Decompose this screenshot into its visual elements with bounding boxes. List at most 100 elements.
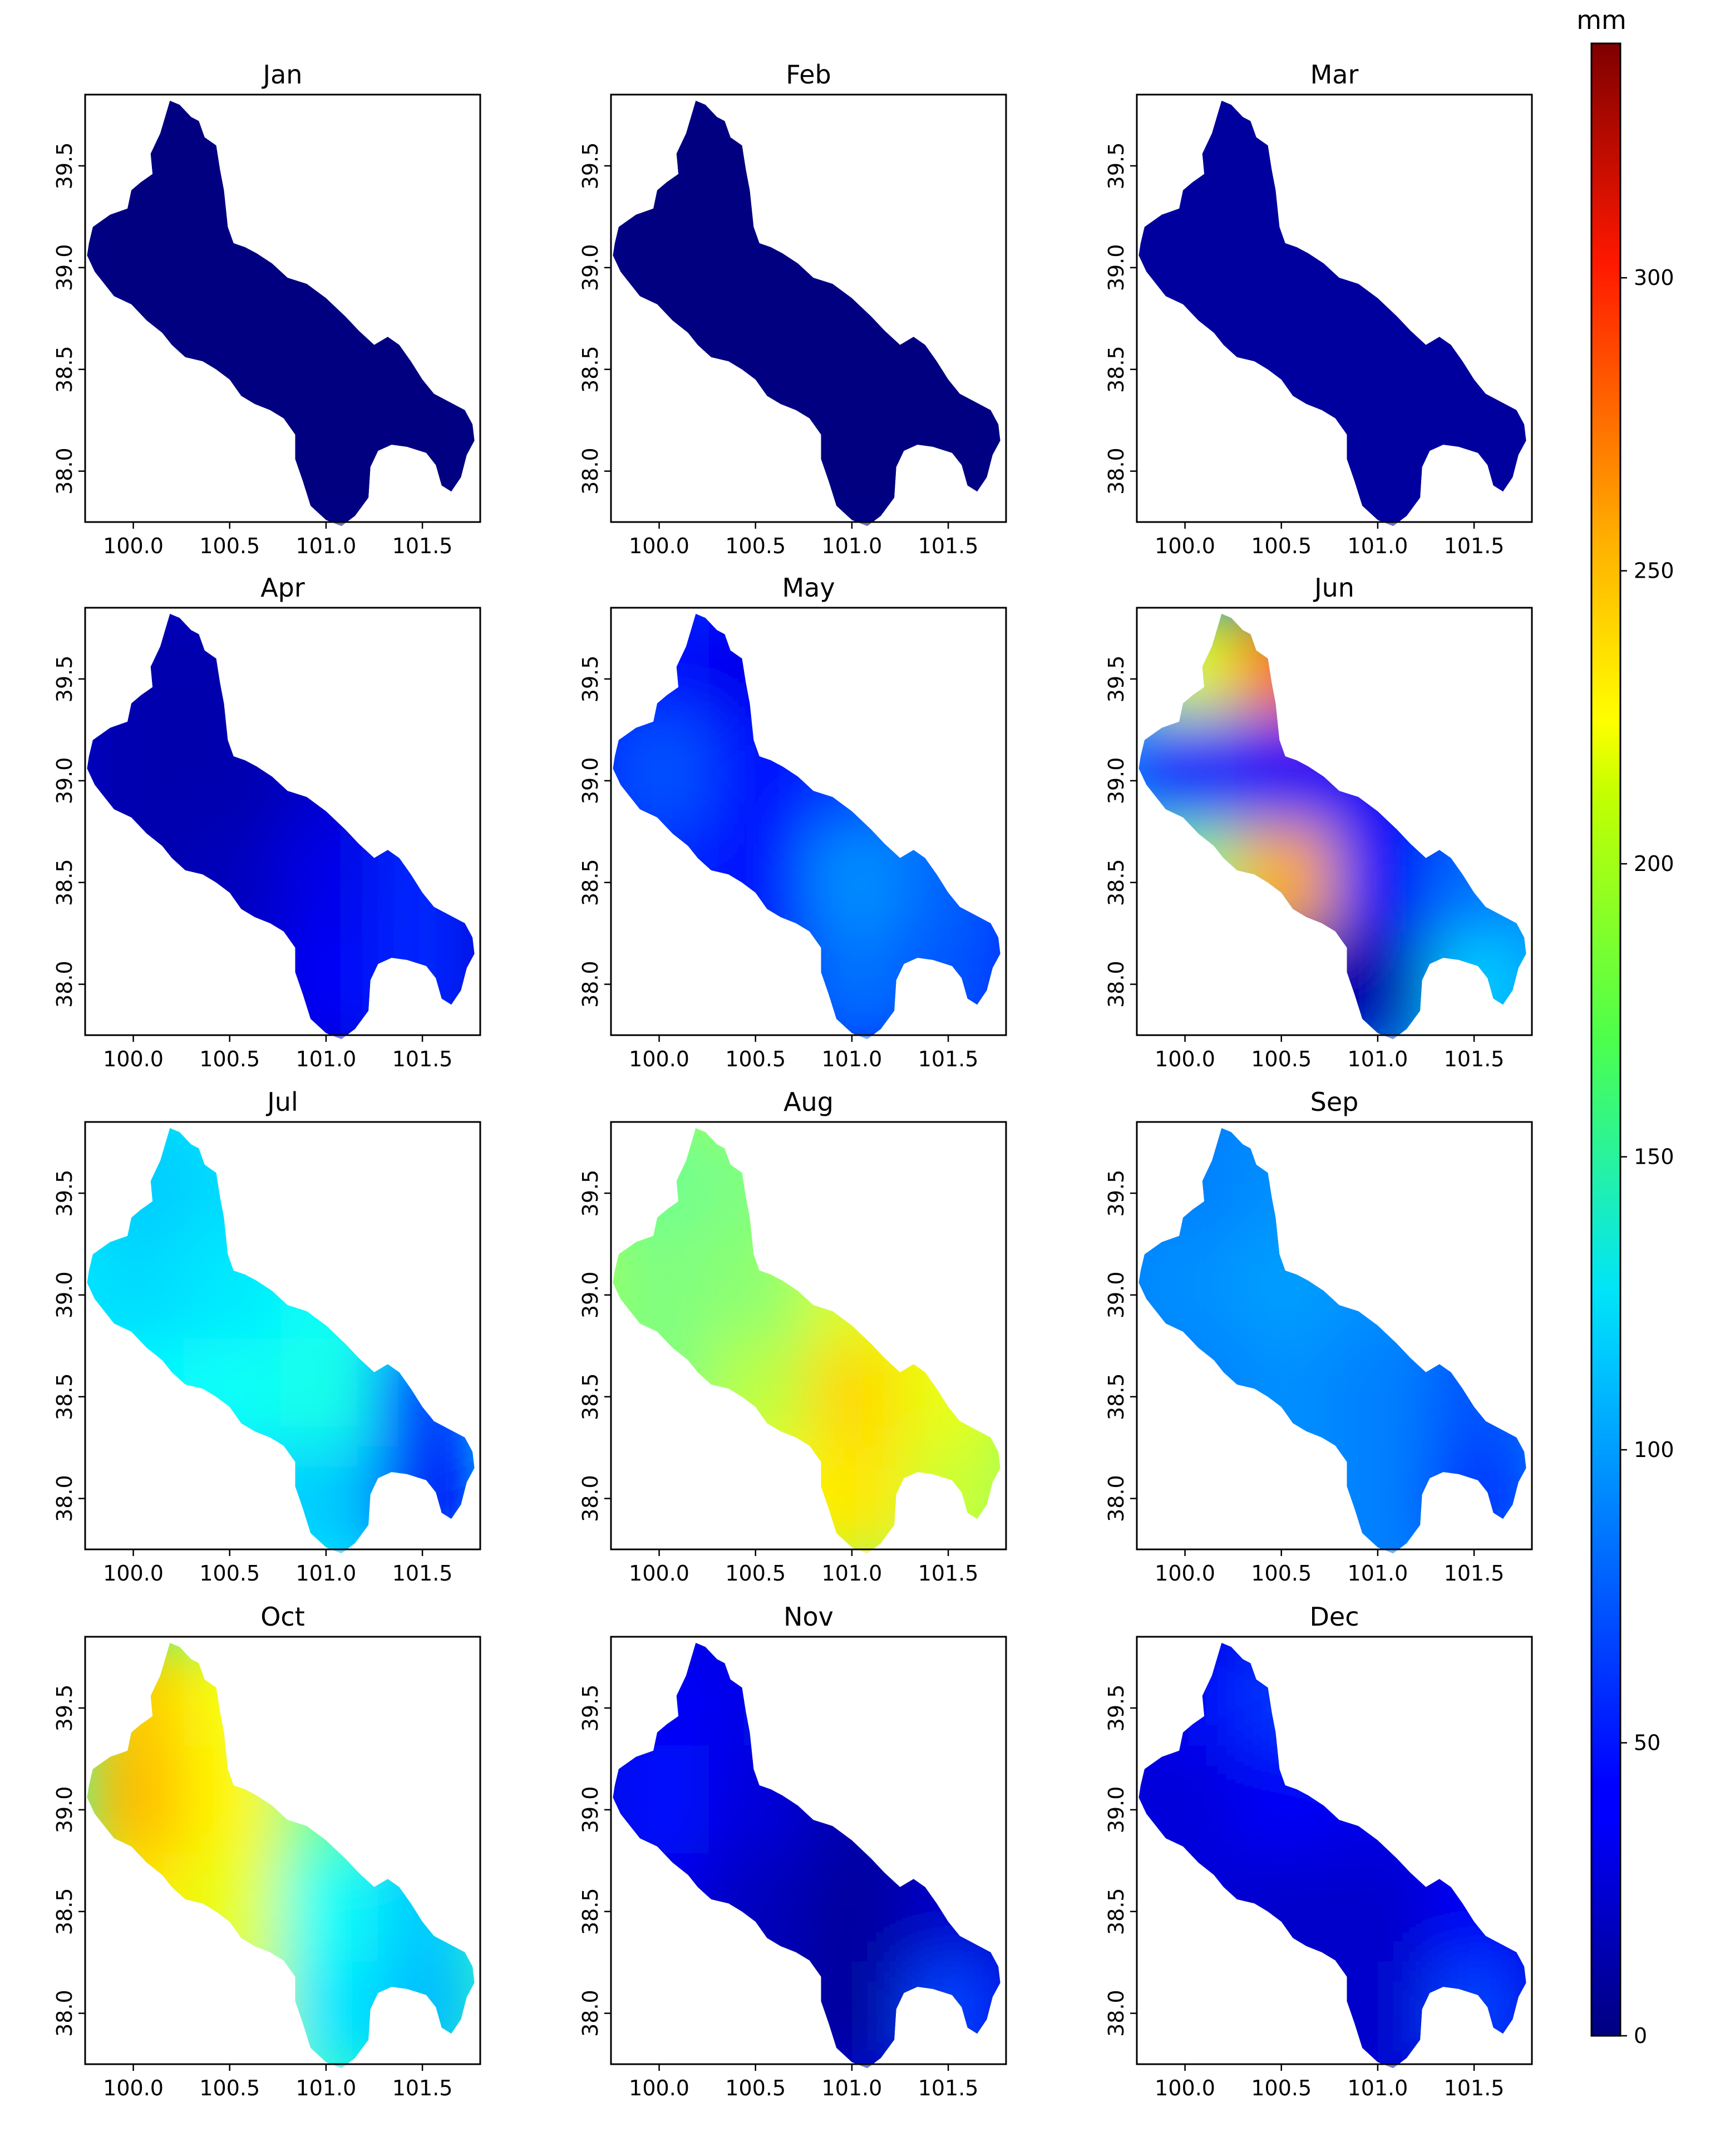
- x-tick-label: 101.0: [1348, 1047, 1408, 1071]
- x-tick-label: 100.0: [1155, 1561, 1215, 1586]
- field-cell: [1430, 101, 1526, 206]
- y-tick-label: 38.0: [578, 447, 603, 495]
- field-cell: [1332, 1961, 1432, 2069]
- x-tick-label: 100.5: [199, 1561, 260, 1586]
- x-tick-label: 100.0: [629, 1561, 689, 1586]
- field-cell: [183, 614, 283, 719]
- field-cell: [378, 716, 475, 827]
- field-cell: [709, 716, 809, 827]
- field-cell: [613, 1643, 712, 1748]
- x-tick-label: 100.5: [1251, 2076, 1312, 2100]
- field-cell: [1430, 1128, 1526, 1233]
- field-cell: [709, 1338, 809, 1449]
- field-cell: [1430, 932, 1526, 1040]
- x-tick-label: 101.0: [822, 534, 883, 558]
- field-cell: [1430, 1745, 1526, 1856]
- field-cell: [709, 932, 809, 1040]
- x-tick-label: 101.0: [1348, 1561, 1408, 1586]
- x-tick-label: 101.5: [392, 2076, 453, 2100]
- x-tick-label: 101.0: [296, 534, 357, 558]
- field-cell: [183, 824, 283, 935]
- field-cell: [613, 716, 712, 827]
- field-cell: [1430, 203, 1526, 314]
- y-tick-label: 39.0: [52, 244, 77, 292]
- field-cell: [1430, 1446, 1526, 1554]
- field-cell: [87, 614, 186, 719]
- axes-frame: [610, 93, 1007, 523]
- x-tick-label: 101.0: [822, 1047, 883, 1071]
- field-cell: [280, 716, 381, 827]
- field-cell: [1235, 1643, 1335, 1748]
- panel-apr: Apr 100.0 100.5 101.0 101.5 38.0 38.5 39.0 39.5: [52, 573, 481, 1071]
- field-cell: [1138, 1338, 1238, 1449]
- panel-title: Nov: [783, 1602, 834, 1632]
- field-cell: [1138, 1446, 1238, 1554]
- x-tick-label: 100.5: [725, 534, 786, 558]
- precip-field: [87, 101, 475, 526]
- field-cell: [87, 716, 186, 827]
- field-cell: [1138, 716, 1238, 827]
- axes-frame: [84, 607, 481, 1036]
- x-tick-label: 100.0: [103, 1047, 164, 1071]
- field-cell: [613, 1853, 712, 1964]
- field-cell: [1430, 824, 1526, 935]
- field-cell: [806, 1643, 906, 1748]
- precip-field: [613, 101, 1000, 526]
- field-cell: [280, 1446, 381, 1554]
- field-cell: [280, 932, 381, 1040]
- field-cell: [1235, 1230, 1335, 1341]
- y-tick-label: 38.0: [1104, 1475, 1128, 1522]
- panel-title: Feb: [786, 60, 831, 90]
- field-cell: [1332, 101, 1432, 206]
- y-tick-label: 38.5: [578, 1888, 603, 1935]
- field-cell: [183, 1643, 283, 1748]
- x-tick-label: 100.0: [1155, 534, 1215, 558]
- x-tick-label: 101.5: [1444, 534, 1505, 558]
- field-cell: [378, 1745, 475, 1856]
- field-cell: [1235, 311, 1335, 422]
- y-tick-label: 39.0: [52, 1786, 77, 1834]
- field-cell: [806, 311, 906, 422]
- field-cell: [904, 1338, 1000, 1449]
- field-cell: [1138, 311, 1238, 422]
- field-cell: [904, 419, 1000, 526]
- field-cell: [1235, 1446, 1335, 1554]
- field-cell: [378, 1338, 475, 1449]
- field-cell: [904, 614, 1000, 719]
- precip-field: [613, 1128, 1000, 1554]
- colorbar-tick-label: 150: [1634, 1145, 1674, 1169]
- field-cell: [613, 311, 712, 422]
- field-cell: [904, 716, 1000, 827]
- field-cell: [1332, 824, 1432, 935]
- field-cell: [183, 1961, 283, 2069]
- field-cell: [904, 203, 1000, 314]
- field-cell: [1332, 716, 1432, 827]
- field-cell: [87, 1128, 186, 1233]
- field-cell: [806, 1128, 906, 1233]
- field-cell: [806, 1853, 906, 1964]
- axes-frame: [1136, 607, 1533, 1036]
- y-tick-label: 38.5: [52, 1888, 77, 1935]
- field-cell: [904, 1853, 1000, 1964]
- field-cell: [87, 824, 186, 935]
- x-tick-label: 100.5: [199, 1047, 260, 1071]
- y-tick-label: 39.5: [578, 142, 603, 190]
- y-tick-label: 39.5: [578, 1685, 603, 1732]
- field-cell: [280, 1961, 381, 2069]
- colorbar-tick-label: 300: [1634, 265, 1674, 290]
- field-cell: [378, 1230, 475, 1341]
- precip-field: [1138, 614, 1526, 1040]
- x-tick-label: 101.0: [822, 2076, 883, 2100]
- field-cell: [1430, 419, 1526, 526]
- field-cell: [1138, 1128, 1238, 1233]
- field-cell: [280, 311, 381, 422]
- field-cell: [378, 1643, 475, 1748]
- field-cell: [1430, 614, 1526, 719]
- x-tick-label: 101.0: [822, 1561, 883, 1586]
- field-cell: [1138, 419, 1238, 526]
- x-tick-label: 100.0: [103, 1561, 164, 1586]
- axes-frame: [1136, 93, 1533, 523]
- field-cell: [904, 932, 1000, 1040]
- field-cell: [1430, 1230, 1526, 1341]
